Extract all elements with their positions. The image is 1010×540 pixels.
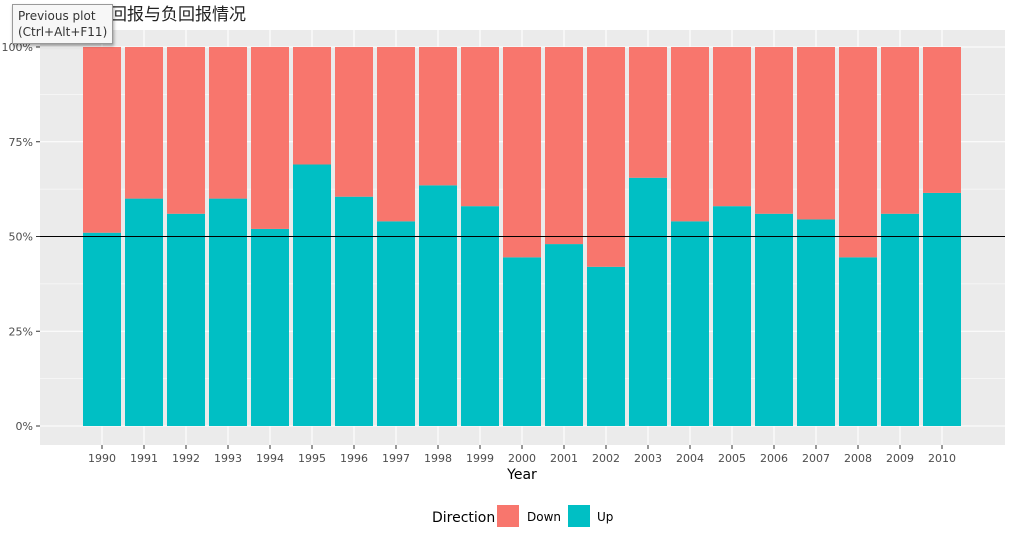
bars — [83, 47, 961, 427]
x-tick-label: 1993 — [214, 452, 242, 465]
bar-down-2010 — [923, 47, 961, 193]
bar-up-2003 — [629, 177, 667, 426]
x-tick-label: 1998 — [424, 452, 452, 465]
bar-down-2008 — [839, 47, 877, 258]
x-tick-label: 2004 — [676, 452, 704, 465]
x-tick-label: 2010 — [928, 452, 956, 465]
x-tick-label: 1997 — [382, 452, 410, 465]
x-tick-label: 2006 — [760, 452, 788, 465]
x-tick-label: 1992 — [172, 452, 200, 465]
bar-up-1993 — [209, 198, 247, 426]
x-tick-label: 1991 — [130, 452, 158, 465]
bar-down-2009 — [881, 47, 919, 214]
x-tick-label: 2003 — [634, 452, 662, 465]
bar-down-2003 — [629, 47, 667, 178]
bar-down-2001 — [545, 47, 583, 245]
bar-down-1997 — [377, 47, 415, 222]
bar-up-1999 — [461, 206, 499, 426]
legend: Direction Down Up — [432, 505, 613, 527]
bar-up-1992 — [167, 213, 205, 426]
bar-down-1993 — [209, 47, 247, 199]
bar-down-1991 — [125, 47, 163, 199]
legend-title: Direction — [432, 510, 495, 526]
bar-up-2004 — [671, 221, 709, 426]
bar-down-2005 — [713, 47, 751, 207]
bar-down-2004 — [671, 47, 709, 222]
bar-up-1991 — [125, 198, 163, 426]
bar-down-1999 — [461, 47, 499, 207]
bar-up-2007 — [797, 219, 835, 426]
bar-down-1995 — [293, 47, 331, 165]
bar-up-1994 — [251, 228, 289, 426]
bar-up-1995 — [293, 164, 331, 427]
legend-label-down: Down — [527, 510, 561, 524]
bar-down-1990 — [83, 47, 121, 233]
x-tick-label: 1999 — [466, 452, 494, 465]
x-tick-label: 2002 — [592, 452, 620, 465]
y-tick-label: 100% — [2, 41, 33, 54]
legend-key-up — [568, 505, 590, 527]
bar-down-2007 — [797, 47, 835, 220]
y-tick-label: 0% — [16, 420, 33, 433]
y-axis: 0% 25% 50% 75% 100% — [2, 41, 40, 433]
x-tick-label: 1990 — [88, 452, 116, 465]
bar-up-2002 — [587, 266, 625, 426]
bar-up-2005 — [713, 206, 751, 426]
bar-down-1996 — [335, 47, 373, 197]
x-axis: 1990 1991 1992 1993 1994 1995 1996 1997 1998 1999… — [88, 445, 956, 465]
bar-up-2008 — [839, 257, 877, 426]
tooltip-line-1: Previous plot — [18, 9, 96, 23]
y-tick-label: 25% — [9, 325, 33, 338]
bar-up-1998 — [419, 185, 457, 426]
bar-down-1998 — [419, 47, 457, 186]
bar-up-1996 — [335, 196, 373, 426]
x-tick-label: 1995 — [298, 452, 326, 465]
legend-key-down — [497, 505, 519, 527]
bar-up-2000 — [503, 257, 541, 426]
bar-down-2000 — [503, 47, 541, 258]
y-tick-label: 50% — [9, 231, 33, 244]
previous-plot-tooltip: Previous plot (Ctrl+Alt+F11) — [12, 4, 114, 44]
bar-down-2006 — [755, 47, 793, 214]
x-tick-label: 2005 — [718, 452, 746, 465]
bar-down-1992 — [167, 47, 205, 214]
bar-up-1997 — [377, 221, 415, 426]
x-tick-label: 2007 — [802, 452, 830, 465]
bar-up-1990 — [83, 232, 121, 426]
x-tick-label: 1994 — [256, 452, 284, 465]
bar-down-2002 — [587, 47, 625, 267]
bar-up-2009 — [881, 213, 919, 426]
y-tick-label: 75% — [9, 136, 33, 149]
bar-up-2001 — [545, 244, 583, 426]
tooltip-line-2: (Ctrl+Alt+F11) — [18, 25, 108, 39]
bar-up-2006 — [755, 213, 793, 426]
bar-up-2010 — [923, 192, 961, 426]
x-tick-label: 2008 — [844, 452, 872, 465]
x-tick-label: 2001 — [550, 452, 578, 465]
x-axis-label: Year — [506, 467, 537, 483]
x-tick-label: 1996 — [340, 452, 368, 465]
x-tick-label: 2009 — [886, 452, 914, 465]
bar-down-1994 — [251, 47, 289, 229]
x-tick-label: 2000 — [508, 452, 536, 465]
legend-label-up: Up — [597, 510, 613, 524]
